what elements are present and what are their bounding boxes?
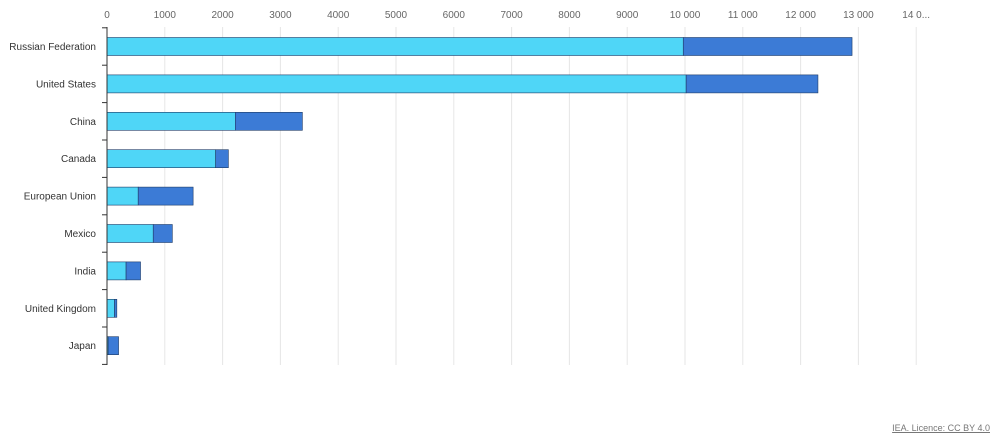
bar-segment-series-b — [152, 224, 173, 243]
x-tick-label: 13 000 — [843, 10, 874, 21]
x-tick-label: 10 000 — [670, 10, 701, 21]
bar-segment-series-b — [682, 37, 853, 56]
bar-segment-series-b — [685, 74, 819, 94]
category-axis — [102, 27, 108, 365]
category-label: Mexico — [64, 229, 96, 240]
bar-segment-series-b — [235, 112, 303, 131]
category-label: China — [70, 117, 97, 128]
x-tick-label: 11 000 — [728, 10, 758, 21]
x-tick-label: 12 000 — [785, 10, 816, 21]
value-axis-ticks: 0 1000 2000 3000 4000 5000 6000 7000 8000 9000 10 … — [104, 10, 930, 21]
x-tick-label: 0 — [104, 10, 110, 21]
x-tick-label: 4000 — [327, 10, 350, 21]
x-tick-label: 14 0... — [902, 10, 930, 21]
x-tick-label: 3000 — [269, 10, 292, 21]
x-tick-label: 7000 — [500, 10, 523, 21]
bar-segment-series-a — [106, 149, 216, 168]
bar-segment-series-b — [215, 149, 229, 168]
license-credit-link[interactable]: IEA. Licence: CC BY 4.0 — [892, 423, 990, 433]
bar-segment-series-a — [106, 298, 115, 318]
category-label: United States — [36, 79, 96, 90]
bar-segment-series-b — [114, 298, 118, 318]
bar-segment-series-a — [106, 112, 236, 131]
bars — [106, 37, 853, 356]
category-label: European Union — [24, 192, 96, 203]
x-tick-label: 6000 — [443, 10, 466, 21]
category-label: Canada — [61, 154, 96, 165]
bar-segment-series-b — [107, 336, 119, 356]
x-tick-label: 5000 — [385, 10, 408, 21]
bar-segment-series-b — [137, 186, 194, 206]
x-tick-label: 1000 — [154, 10, 177, 21]
bar-segment-series-a — [106, 186, 139, 206]
bar-segment-series-a — [106, 224, 154, 243]
category-labels: Russian Federation United States China Cana… — [9, 42, 96, 352]
category-label: United Kingdom — [25, 304, 96, 315]
category-label: India — [74, 266, 96, 277]
bar-segment-series-a — [106, 74, 687, 94]
bar-segment-series-b — [125, 261, 141, 281]
x-tick-label: 2000 — [211, 10, 234, 21]
bar-segment-series-a — [106, 261, 127, 281]
category-label: Russian Federation — [9, 42, 96, 53]
x-tick-label: 8000 — [558, 10, 581, 21]
x-tick-label: 9000 — [616, 10, 639, 21]
bar-segment-series-a — [106, 37, 684, 56]
category-label: Japan — [69, 341, 96, 352]
